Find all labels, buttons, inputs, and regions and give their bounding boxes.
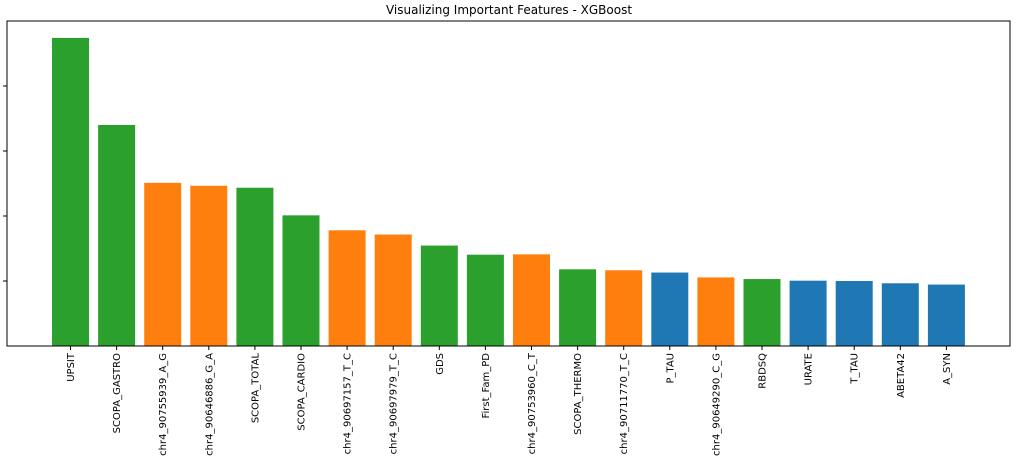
x-tick-label: GDS bbox=[435, 353, 446, 375]
bar-upsit bbox=[52, 37, 89, 347]
bar-p-tau bbox=[651, 272, 689, 346]
bar-t-tau bbox=[835, 281, 873, 346]
bar-scopa-cardio bbox=[282, 215, 320, 346]
bar-scopa-gastro bbox=[98, 125, 136, 346]
plot-frame bbox=[6, 20, 1011, 347]
x-tick-label: T_TAU bbox=[850, 353, 861, 385]
x-tick-label: chr4_90646886_G_A bbox=[204, 353, 215, 456]
bar-chr4-90755939-a-g bbox=[144, 182, 182, 346]
bar-chr4-90753960-c-t bbox=[513, 254, 550, 346]
x-tick-label: SCOPA_GASTRO bbox=[112, 353, 123, 433]
bars-group bbox=[52, 37, 965, 347]
x-tick-label: chr4_90649290_C_G bbox=[711, 353, 722, 456]
bar-a-syn bbox=[927, 284, 965, 346]
bar-chr4-90649290-c-g bbox=[697, 277, 735, 346]
x-tick-label: URATE bbox=[804, 353, 815, 385]
bar-rbdsq bbox=[743, 279, 781, 346]
x-tick-label: chr4_90697979_T_C bbox=[389, 353, 400, 454]
bar-abeta42 bbox=[881, 283, 919, 346]
x-tick-label: RBDSQ bbox=[758, 353, 769, 389]
bar-chr4-90711770-t-c bbox=[605, 270, 643, 346]
x-tick-label: First_Fam_PD bbox=[481, 353, 492, 419]
x-tick-label: P_TAU bbox=[665, 353, 676, 384]
bar-urate bbox=[789, 280, 827, 346]
x-tick-label: chr4_90753960_C_T bbox=[527, 352, 538, 454]
x-tick-label: A_SYN bbox=[942, 353, 953, 385]
bar-chr4-90697979-t-c bbox=[374, 234, 412, 346]
x-tick-label: SCOPA_THERMO bbox=[573, 353, 584, 435]
chart-title: Visualizing Important Features - XGBoost bbox=[386, 3, 632, 17]
x-tick-label: ABETA42 bbox=[896, 353, 907, 398]
bar-gds bbox=[420, 245, 458, 346]
bar-scopa-thermo bbox=[559, 269, 597, 346]
bar-first-fam-pd bbox=[466, 254, 504, 346]
x-axis-ticks: UPSIT SCOPA_GASTRO chr4_90755939_A_G chr4_9… bbox=[66, 346, 953, 456]
x-tick-label: chr4_90755939_A_G bbox=[158, 353, 169, 456]
y-axis-ticks bbox=[3, 85, 7, 282]
bar-chr4-90646886-g-a bbox=[190, 185, 228, 346]
x-tick-label: UPSIT bbox=[66, 352, 77, 382]
x-tick-label: SCOPA_CARDIO bbox=[297, 353, 308, 431]
bar-scopa-total bbox=[236, 187, 274, 346]
bar-chr4-90697157-t-c bbox=[328, 230, 366, 346]
x-tick-label: chr4_90711770_T_C bbox=[619, 353, 630, 454]
x-tick-label: SCOPA_TOTAL bbox=[250, 353, 261, 424]
x-tick-label: chr4_90697157_T_C bbox=[343, 353, 354, 454]
